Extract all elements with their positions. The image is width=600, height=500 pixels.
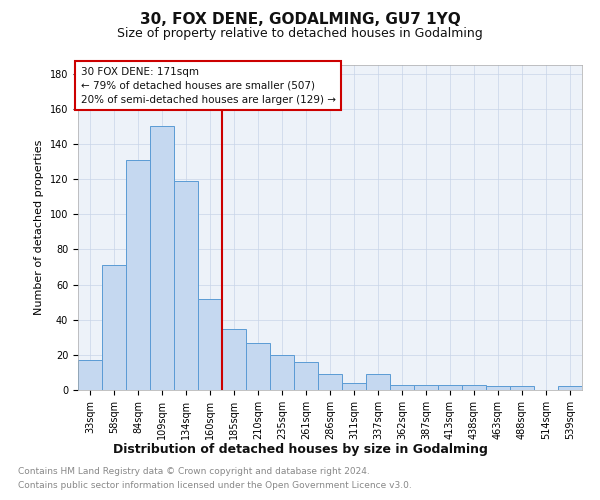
Text: Size of property relative to detached houses in Godalming: Size of property relative to detached ho… <box>117 28 483 40</box>
Text: Contains public sector information licensed under the Open Government Licence v3: Contains public sector information licen… <box>18 481 412 490</box>
Bar <box>318 374 342 390</box>
Bar <box>222 328 246 390</box>
Bar <box>150 126 174 390</box>
Text: 30, FOX DENE, GODALMING, GU7 1YQ: 30, FOX DENE, GODALMING, GU7 1YQ <box>140 12 460 28</box>
Bar <box>102 266 126 390</box>
Bar <box>558 386 582 390</box>
Bar <box>462 384 486 390</box>
Bar <box>486 386 510 390</box>
Text: 30 FOX DENE: 171sqm
← 79% of detached houses are smaller (507)
20% of semi-detac: 30 FOX DENE: 171sqm ← 79% of detached ho… <box>80 66 335 104</box>
Text: Distribution of detached houses by size in Godalming: Distribution of detached houses by size … <box>113 442 487 456</box>
Bar <box>390 384 414 390</box>
Bar <box>438 384 462 390</box>
Y-axis label: Number of detached properties: Number of detached properties <box>34 140 44 315</box>
Bar <box>174 181 198 390</box>
Bar <box>78 360 102 390</box>
Bar <box>366 374 390 390</box>
Bar <box>342 383 366 390</box>
Bar <box>414 384 438 390</box>
Bar <box>270 355 294 390</box>
Bar <box>294 362 318 390</box>
Bar <box>198 298 222 390</box>
Bar <box>126 160 150 390</box>
Bar <box>510 386 534 390</box>
Text: Contains HM Land Registry data © Crown copyright and database right 2024.: Contains HM Land Registry data © Crown c… <box>18 468 370 476</box>
Bar <box>246 342 270 390</box>
